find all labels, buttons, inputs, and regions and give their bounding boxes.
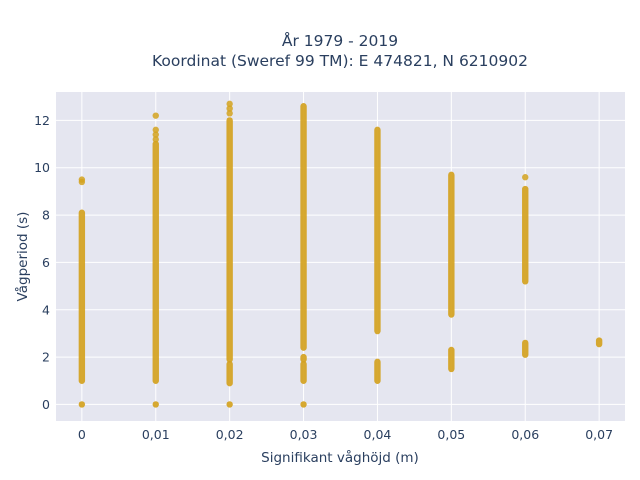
marker-point-1-0: [152, 136, 159, 143]
marker-band-6-1: [522, 185, 529, 285]
y-tick-labels: 0 2 4 6 8 10 12: [34, 113, 50, 412]
x-tick-label: 0,06: [511, 427, 539, 442]
marker-band-0-0: [78, 401, 86, 408]
x-axis-title: Signifikant våghöjd (m): [261, 449, 419, 466]
marker-band-0-1: [78, 209, 86, 384]
marker-point-1-1: [152, 131, 159, 138]
marker-point-2-1: [226, 105, 233, 112]
marker-band-5-1: [448, 171, 455, 318]
marker-band-1-1: [152, 140, 159, 384]
marker-band-2-1: [226, 360, 233, 387]
marker-band-3-3: [300, 103, 307, 351]
marker-band-3-1: [300, 360, 307, 384]
marker-point-2-0: [226, 110, 233, 117]
x-tick-labels: 0 0,01 0,02 0,03 0,04 0,05 0,06 0,07: [78, 427, 613, 442]
data-markers: [78, 100, 603, 408]
marker-band-7-0: [595, 337, 603, 348]
x-tick-label: 0,04: [364, 427, 392, 442]
x-tick-label: 0: [78, 427, 86, 442]
y-tick-label: 12: [34, 113, 50, 128]
x-tick-label: 0,03: [290, 427, 318, 442]
marker-band-5-0: [448, 346, 455, 373]
marker-band-3-0: [300, 401, 307, 408]
y-tick-label: 2: [42, 350, 50, 365]
marker-point-0-1: [78, 176, 86, 183]
x-tick-label: 0,02: [216, 427, 244, 442]
marker-band-3-2: [300, 353, 307, 363]
y-tick-label: 8: [42, 208, 50, 223]
marker-band-2-2: [226, 117, 233, 363]
y-tick-label: 10: [34, 160, 50, 175]
y-tick-label: 0: [42, 397, 50, 412]
marker-band-4-1: [374, 126, 381, 335]
chart-title-line-2: Koordinat (Sweref 99 TM): E 474821, N 62…: [152, 52, 528, 70]
x-tick-label: 0,07: [585, 427, 613, 442]
chart-title-line-1: År 1979 - 2019: [282, 31, 398, 50]
marker-point-6-0: [522, 174, 529, 181]
marker-band-6-0: [522, 339, 529, 358]
y-axis-title: Vågperiod (s): [14, 212, 31, 302]
plot-area: [56, 92, 625, 421]
x-tick-label: 0,01: [142, 427, 170, 442]
marker-point-1-3: [152, 112, 159, 119]
marker-band-4-0: [374, 358, 381, 384]
marker-point-2-2: [226, 100, 233, 108]
y-tick-label: 6: [42, 255, 50, 270]
marker-band-1-0: [152, 401, 159, 408]
marker-point-1-2: [152, 126, 159, 134]
marker-band-2-0: [226, 401, 233, 408]
x-tick-label: 0,05: [437, 427, 465, 442]
y-tick-label: 4: [42, 302, 50, 317]
